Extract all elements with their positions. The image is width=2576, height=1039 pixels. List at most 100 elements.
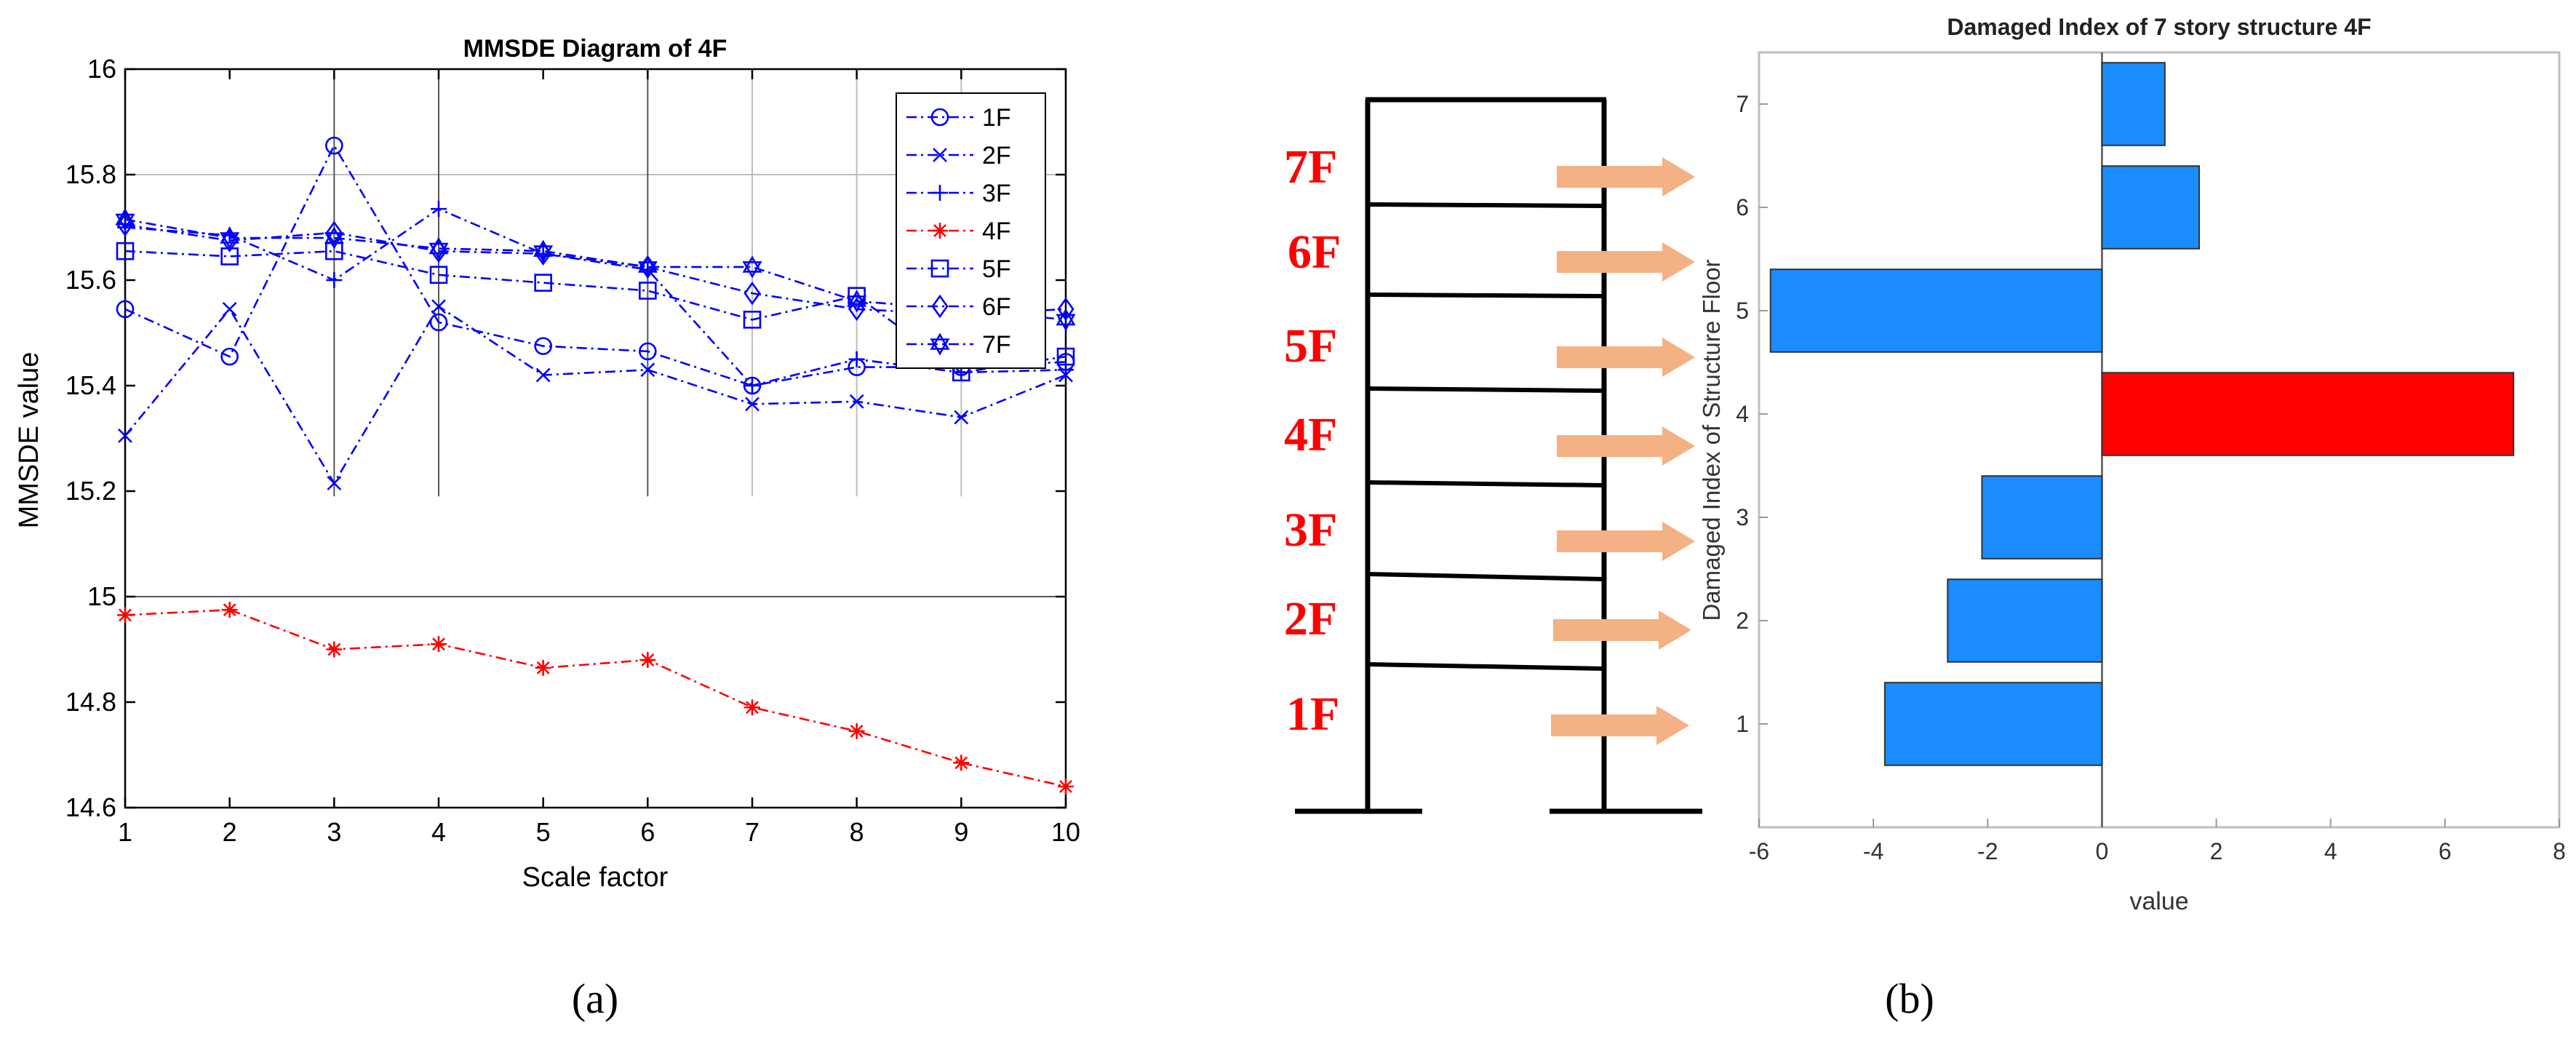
- data-point-7f-part: [533, 239, 554, 257]
- series-line-7f: [124, 218, 1066, 321]
- building-floor-slab: [1367, 572, 1605, 581]
- data-point-4f: [535, 659, 551, 676]
- y-tick-label: 16: [87, 54, 116, 84]
- x-tick-label: 3: [327, 817, 341, 847]
- data-point-4f: [639, 652, 656, 668]
- y-tick-label: 15.4: [65, 370, 116, 400]
- data-point-1f: [429, 313, 448, 332]
- building-floor-slab: [1367, 480, 1605, 487]
- legend-marker-part: [930, 338, 950, 356]
- x-tick-label: -6: [1749, 838, 1769, 864]
- arrow-icon: [1557, 157, 1695, 196]
- bar-floor-3: [1981, 475, 2103, 560]
- legend-marker: [930, 108, 949, 127]
- data-point-6f: [743, 281, 761, 306]
- data-point-7f: [220, 226, 240, 250]
- building-floor-slab: [1367, 386, 1605, 393]
- data-point-2f: [327, 476, 342, 491]
- series-line-6f: [124, 223, 1066, 316]
- x-tick-label: 8: [850, 817, 864, 847]
- panel-label-b: (b): [1885, 975, 1934, 1022]
- data-point-7f-part: [115, 208, 135, 226]
- series-line-2f: [124, 305, 1066, 485]
- data-point-7f-part: [533, 245, 554, 263]
- damage-bars: [1769, 62, 2515, 766]
- data-point-2f: [118, 428, 132, 443]
- floor-labels: 7F 6F 5F 4F 3F 2F 1F: [1284, 140, 1341, 741]
- x-tick-label: 2: [2210, 838, 2223, 864]
- legend-marker: [933, 148, 947, 162]
- legend-marker: [930, 333, 950, 356]
- data-point-5f: [534, 274, 552, 292]
- data-point-2f: [431, 299, 446, 314]
- data-point-4f: [848, 722, 865, 739]
- legend-label: 3F: [982, 180, 1011, 207]
- data-point-4f: [1058, 779, 1074, 795]
- x-tick-label: 0: [2096, 838, 2109, 864]
- data-point-1f: [639, 342, 657, 361]
- floor-label-2f: 2F: [1284, 592, 1337, 645]
- data-point-4f: [326, 641, 343, 658]
- y-tick-label: 2: [1736, 608, 1749, 634]
- data-point-4f: [744, 699, 760, 716]
- data-point-3f: [431, 201, 447, 218]
- data-point-4f: [431, 636, 447, 653]
- x-tick-label: 1: [118, 817, 132, 847]
- data-point-5f: [743, 311, 762, 329]
- data-point-7f-part: [637, 255, 658, 273]
- y-tick-label: 7: [1736, 91, 1749, 117]
- y-tick-label: 5: [1736, 298, 1749, 324]
- data-point-3f: [326, 272, 343, 288]
- data-point-1f: [325, 136, 343, 155]
- legend-label: 7F: [982, 331, 1011, 359]
- data-point-7f-part: [637, 261, 658, 279]
- floor-label-6f: 6F: [1288, 226, 1341, 279]
- mmsde-x-axis-label: Scale factor: [522, 862, 669, 893]
- y-tick-label: 15.2: [65, 476, 116, 506]
- data-point-1f: [116, 300, 135, 319]
- data-point-3f: [848, 351, 865, 367]
- x-tick-label: 6: [640, 817, 655, 847]
- data-point-1f: [534, 337, 552, 355]
- data-point-7f: [115, 208, 135, 231]
- bar-floor-6: [2101, 165, 2200, 250]
- data-point-7f-part: [324, 232, 344, 250]
- data-point-2f: [222, 301, 237, 317]
- data-point-7f-part: [847, 295, 867, 313]
- data-point-2f: [849, 394, 864, 409]
- data-point-7f-part: [742, 261, 762, 279]
- bar-floor-1: [1883, 682, 2103, 766]
- y-tick-label: 6: [1736, 194, 1749, 220]
- x-tick-label: 8: [2553, 838, 2566, 864]
- bar-floor-2: [1947, 578, 2103, 663]
- legend-marker: [931, 294, 949, 319]
- data-point-2f: [640, 362, 655, 378]
- data-point-7f-part: [115, 213, 135, 231]
- floor-label-7f: 7F: [1284, 140, 1337, 194]
- damage-axis-ticks: -6 -4 -2 0 2 4 6 8 1 2 3 4 5 6 7: [1736, 91, 2566, 864]
- data-point-3f: [744, 378, 760, 394]
- building-schematic: 7F 6F 5F 4F 3F 2F 1F: [1284, 97, 1702, 814]
- mmsde-legend: 1F 2F 3F 4F 5F 6F 7F: [896, 92, 1046, 369]
- legend-marker: [932, 223, 948, 239]
- x-tick-label: 4: [2324, 838, 2337, 864]
- data-point-7f-part: [324, 226, 344, 244]
- arrow-icon: [1557, 426, 1695, 466]
- damage-x-axis-label: value: [2129, 888, 2188, 915]
- data-point-1f: [220, 347, 239, 366]
- data-point-7f: [637, 255, 658, 279]
- data-point-7f-part: [428, 242, 449, 260]
- mmsde-y-axis-label: MMSDE value: [14, 352, 44, 529]
- legend-label: 5F: [982, 255, 1011, 283]
- arrow-icon: [1557, 338, 1695, 377]
- y-tick-label: 3: [1736, 504, 1749, 530]
- damage-index-bar-chart: -6 -4 -2 0 2 4 6 8 1 2 3 4 5 6 7 Damaged Index of 7 st…: [1698, 14, 2566, 915]
- data-point-7f: [742, 255, 762, 279]
- x-tick-label: -2: [1977, 838, 1998, 864]
- data-point-2f: [535, 367, 551, 383]
- mmsde-series-markers: [115, 136, 1076, 795]
- x-tick-label: 5: [536, 817, 551, 847]
- x-tick-label: 9: [954, 817, 968, 847]
